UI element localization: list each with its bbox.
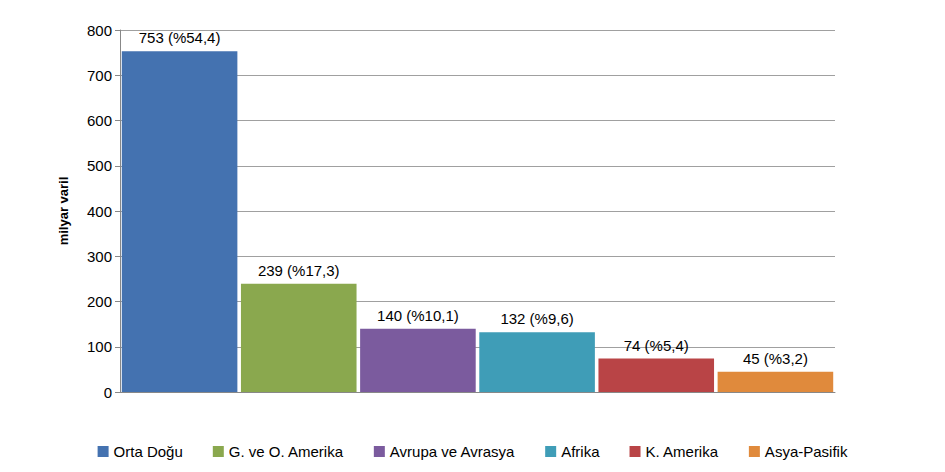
svg-text:800: 800 [87, 22, 112, 39]
svg-text:Afrika: Afrika [561, 443, 600, 460]
svg-text:753 (%54,4): 753 (%54,4) [139, 29, 221, 46]
svg-text:K. Amerika: K. Amerika [646, 443, 719, 460]
svg-text:G. ve O. Amerika: G. ve O. Amerika [229, 443, 344, 460]
svg-text:300: 300 [87, 248, 112, 265]
svg-text:140 (%10,1): 140 (%10,1) [377, 307, 459, 324]
svg-text:Orta Doğu: Orta Doğu [114, 443, 183, 460]
svg-text:500: 500 [87, 157, 112, 174]
svg-text:400: 400 [87, 203, 112, 220]
svg-text:milyar varil: milyar varil [56, 177, 71, 246]
svg-text:45 (%3,2): 45 (%3,2) [743, 350, 808, 367]
svg-text:700: 700 [87, 67, 112, 84]
svg-text:239 (%17,3): 239 (%17,3) [258, 262, 340, 279]
svg-text:100: 100 [87, 338, 112, 355]
svg-text:200: 200 [87, 293, 112, 310]
svg-text:600: 600 [87, 112, 112, 129]
svg-text:74 (%5,4): 74 (%5,4) [624, 337, 689, 354]
svg-text:Avrupa ve Avrasya: Avrupa ve Avrasya [390, 443, 515, 460]
svg-text:0: 0 [104, 384, 112, 401]
svg-text:132 (%9,6): 132 (%9,6) [500, 310, 573, 327]
svg-text:Asya-Pasifik: Asya-Pasifik [765, 443, 848, 460]
